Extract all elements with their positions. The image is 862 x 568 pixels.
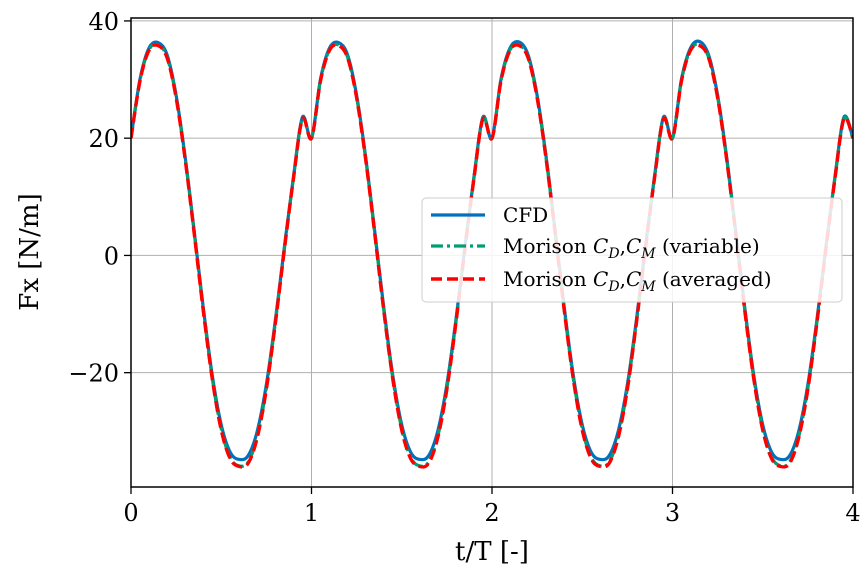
- plot-frame: [130, 17, 854, 488]
- x-tick-label: 2: [484, 499, 499, 527]
- y-tick-label: −20: [68, 360, 119, 388]
- x-tick-label: 1: [304, 499, 319, 527]
- y-tick-label: 40: [88, 8, 119, 36]
- y-axis-ticks: −20 0 20 40: [68, 8, 131, 388]
- legend-box: [421, 197, 843, 303]
- x-axis-ticks: 0 1 2 3 4: [123, 487, 861, 527]
- y-tick-label: 0: [104, 242, 119, 270]
- y-axis-label: Fx [N/m]: [15, 193, 45, 310]
- x-tick-label: 0: [123, 499, 138, 527]
- legend-label-3: Morison CD,CM (averaged): [503, 267, 772, 295]
- y-tick-label: 20: [88, 125, 119, 153]
- legend: CFD Morison CD,CM (variable) Morison CD,CM…: [421, 197, 843, 303]
- x-tick-label: 4: [845, 499, 860, 527]
- legend-label-1: CFD: [503, 203, 548, 227]
- x-tick-label: 3: [665, 499, 680, 527]
- legend-label-2: Morison CD,CM (variable): [503, 234, 760, 262]
- x-axis-label: t/T [-]: [455, 537, 529, 567]
